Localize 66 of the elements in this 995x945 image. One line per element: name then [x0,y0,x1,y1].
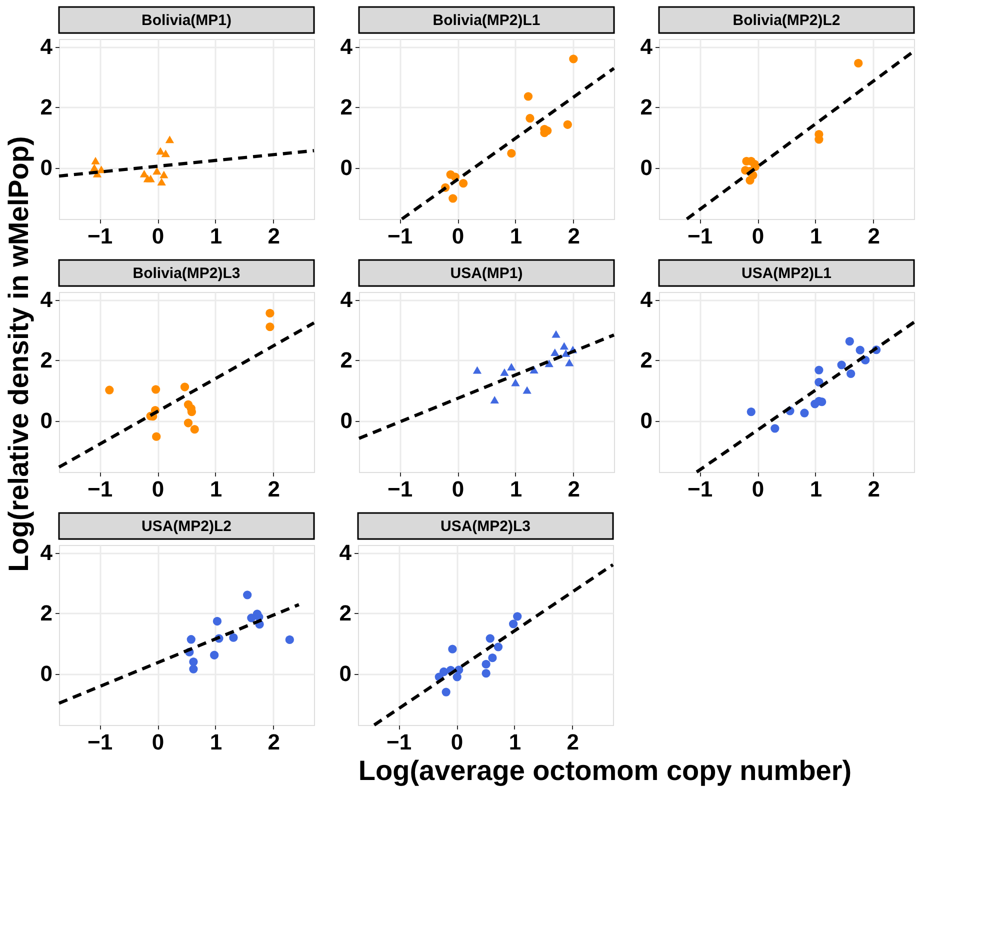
x-tick-label: 0 [152,730,164,754]
x-tick-label: 1 [810,476,822,502]
x-tick-label: −1 [88,224,113,248]
x-tick-label: 0 [752,224,764,248]
x-tick-label: 0 [452,476,464,502]
x-axis-title: Log(average octomom copy number) [358,755,852,786]
y-tick-label: 2 [340,94,352,120]
x-tick-label: −1 [388,476,413,502]
x-tick-label: 1 [510,224,522,248]
chart-title: USA(MP2)L2 [141,518,232,535]
chart-title: USA(MP1) [450,265,523,282]
y-tick-label: 2 [339,600,352,626]
chart-title: Bolivia(MP2)L1 [432,12,540,29]
x-tick-label: 2 [268,224,280,248]
x-tick-label: 1 [510,476,522,502]
x-tick-label: 1 [508,730,522,754]
x-tick-label: 2 [566,730,580,754]
x-tick-label: −1 [386,730,412,754]
y-tick-label: 4 [640,287,654,312]
x-tick-label: −1 [388,224,413,248]
y-tick-label: 2 [40,600,52,626]
y-tick-label: 2 [640,94,652,120]
x-tick-label: 1 [210,224,222,248]
y-tick-label: 2 [640,348,652,373]
y-tick-label: 0 [339,661,352,686]
x-tick-label: 0 [452,224,464,248]
y-tick-label: 4 [40,287,54,312]
y-tick-label: 2 [40,94,52,120]
x-tick-label: 0 [752,476,764,502]
x-tick-label: 2 [568,476,580,502]
y-tick-label: 4 [339,540,352,566]
x-tick-label: 1 [210,730,222,754]
x-tick-label: 2 [868,224,880,248]
chart-title: USA(MP2)L3 [440,518,531,535]
y-tick-label: 0 [40,661,52,686]
chart-title: Bolivia(MP2)L3 [132,265,240,282]
y-tick-label: 4 [40,540,54,566]
y-tick-label: 0 [340,155,352,180]
x-tick-label: 2 [268,476,280,502]
y-axis-title: Log(relative density in wMelPop) [3,136,34,572]
x-tick-label: −1 [88,476,113,502]
y-tick-label: 4 [340,287,354,312]
y-tick-label: 2 [40,348,52,373]
y-tick-label: 0 [640,155,652,180]
chart-title: Bolivia(MP1) [141,12,232,29]
y-tick-label: 0 [340,408,352,434]
x-tick-label: 2 [868,476,880,502]
y-tick-label: 0 [40,408,52,434]
x-tick-label: 0 [450,730,464,754]
x-tick-label: 1 [810,224,822,248]
y-tick-label: 0 [640,408,652,434]
x-tick-label: −1 [688,224,713,248]
y-tick-label: 4 [40,34,54,60]
x-tick-label: −1 [688,476,713,502]
x-tick-label: 2 [568,224,580,248]
chart-title: Bolivia(MP2)L2 [732,12,840,29]
x-tick-label: −1 [88,730,113,754]
y-tick-label: 4 [340,34,354,60]
x-tick-label: 0 [152,476,164,502]
x-tick-label: 2 [268,730,280,754]
y-tick-label: 0 [40,155,52,180]
y-tick-label: 2 [340,348,352,373]
y-tick-label: 4 [640,34,654,60]
x-tick-label: 0 [152,224,164,248]
x-tick-label: 1 [210,476,222,502]
chart-title: USA(MP2)L1 [741,265,832,282]
